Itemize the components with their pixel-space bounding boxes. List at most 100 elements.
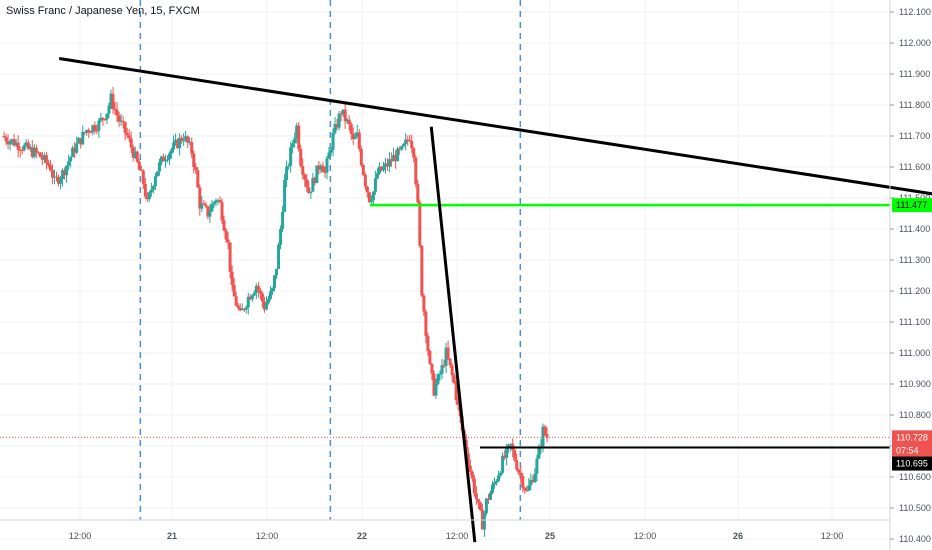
candle-body [196,170,200,188]
candle-body [359,148,363,166]
candle-body [79,138,83,145]
candle-body [42,155,46,160]
countdown-tag: 07:54 [896,445,919,455]
candle-body [133,151,137,158]
candle-body [168,153,172,160]
candle-body [266,298,270,304]
candle-body [517,469,521,473]
candle-body [329,149,333,153]
candle-body [36,152,40,154]
candle-body [507,444,511,448]
y-tick-label: 111.700 [899,131,930,141]
candle-body [412,148,416,158]
candle-body [93,125,97,131]
candle-body [164,160,167,162]
candle-body [527,485,531,491]
candle-body [343,109,347,122]
candle-body [81,131,85,145]
candle-body [301,165,305,175]
candle-body [166,159,170,161]
candle-body [212,202,216,205]
candle-body [418,202,422,246]
candle-body [283,180,287,212]
candle-body [400,146,404,150]
candle-body [242,308,246,310]
candle-body [20,150,24,152]
candle-body [513,449,517,461]
candle-body [420,245,424,296]
candle-body [402,143,406,147]
candle-body [141,170,145,184]
candle-body [390,159,394,162]
candle-body [59,179,63,184]
candle-body [202,203,206,205]
candle-body [256,285,260,291]
candle-body [470,471,474,479]
candle-body [85,129,89,133]
candle-body [40,157,44,160]
candle-body [537,447,541,459]
candle-body [436,374,440,384]
candle-body [430,363,434,374]
candle-body [220,202,224,221]
candle-body [331,132,335,150]
candle-body [533,473,537,483]
candle-body [424,311,428,336]
candle-body [159,156,163,163]
x-tick-label: 12:00 [69,531,92,541]
candle-body [432,373,436,396]
candle-body [488,492,492,500]
candle-body [6,141,10,145]
candle-body [248,296,252,300]
candle-body [260,293,264,302]
candle-body [357,132,361,149]
candle-body [4,137,8,142]
candle-body [345,119,349,122]
candle-body [153,176,157,187]
candle-body [240,308,244,311]
candle-body [174,139,178,143]
candle-body [210,204,214,212]
candle-body [46,162,50,166]
candle-body [113,108,117,110]
candle-body [384,163,388,167]
candle-body [192,153,196,168]
candle-body [198,187,202,209]
candle-body [216,200,220,202]
candle-body [396,148,400,162]
candle-body [468,465,472,472]
candle-body [65,165,69,176]
candle-body [2,136,6,138]
candle-body [369,199,373,203]
candle-body [97,120,101,131]
candle-body [535,458,539,474]
candle-body [24,142,28,146]
candle-body [143,183,147,197]
candle-body [57,177,61,184]
x-tick-label: 26 [733,531,743,541]
candle-body [232,284,236,297]
candle-body [408,140,412,142]
candle-body [503,455,507,458]
y-tick-label: 110.400 [899,534,931,544]
candle-body [509,443,513,445]
candle-body [379,166,383,171]
current-price-tag: 110.728 [896,432,928,442]
candle-body [434,383,438,396]
candle-body [410,141,414,149]
candle-body [119,120,123,122]
candle-body [34,147,38,153]
candle-body [287,165,291,167]
candle-body [10,139,14,142]
candle-body [297,125,301,149]
candle-body [486,498,490,500]
candle-body [505,447,509,458]
candle-body [75,143,79,153]
candle-body [99,117,103,121]
x-tick-label: 25 [545,531,555,541]
candle-body [323,172,327,174]
y-tick-label: 111.200 [899,286,930,296]
candle-body [416,184,420,203]
candle-body [236,305,240,308]
candle-body [73,147,77,153]
